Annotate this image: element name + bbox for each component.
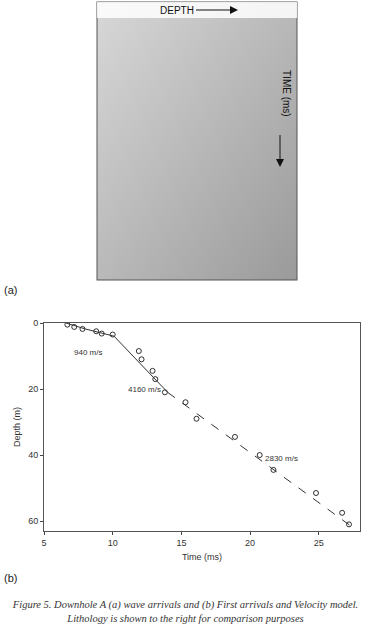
svg-text:Time (ms): Time (ms): [182, 552, 222, 562]
svg-text:10: 10: [108, 538, 118, 548]
svg-text:60: 60: [28, 516, 38, 526]
svg-text:DEPTH: DEPTH: [160, 5, 194, 16]
html-text:Figure 5. Downhole A (a) wave: Figure 5. Downhole A (a) wave arrivals a…: [12, 599, 359, 624]
svg-text:TIME (ms): TIME (ms): [281, 70, 292, 117]
html-text:(b): (b): [4, 572, 18, 584]
svg-text:5: 5: [41, 538, 46, 548]
svg-text:Depth (m): Depth (m): [12, 407, 22, 447]
svg-text:20: 20: [28, 384, 38, 394]
svg-text:20: 20: [245, 538, 255, 548]
svg-text:15: 15: [176, 538, 186, 548]
svg-text:25: 25: [314, 538, 324, 548]
html-text:(a): (a): [4, 284, 18, 296]
svg-text:40: 40: [28, 450, 38, 460]
svg-text:0: 0: [33, 318, 38, 328]
svg-text:940 m/s: 940 m/s: [74, 348, 102, 357]
svg-text:2830 m/s: 2830 m/s: [265, 454, 298, 463]
svg-text:4160 m/s: 4160 m/s: [128, 385, 161, 394]
